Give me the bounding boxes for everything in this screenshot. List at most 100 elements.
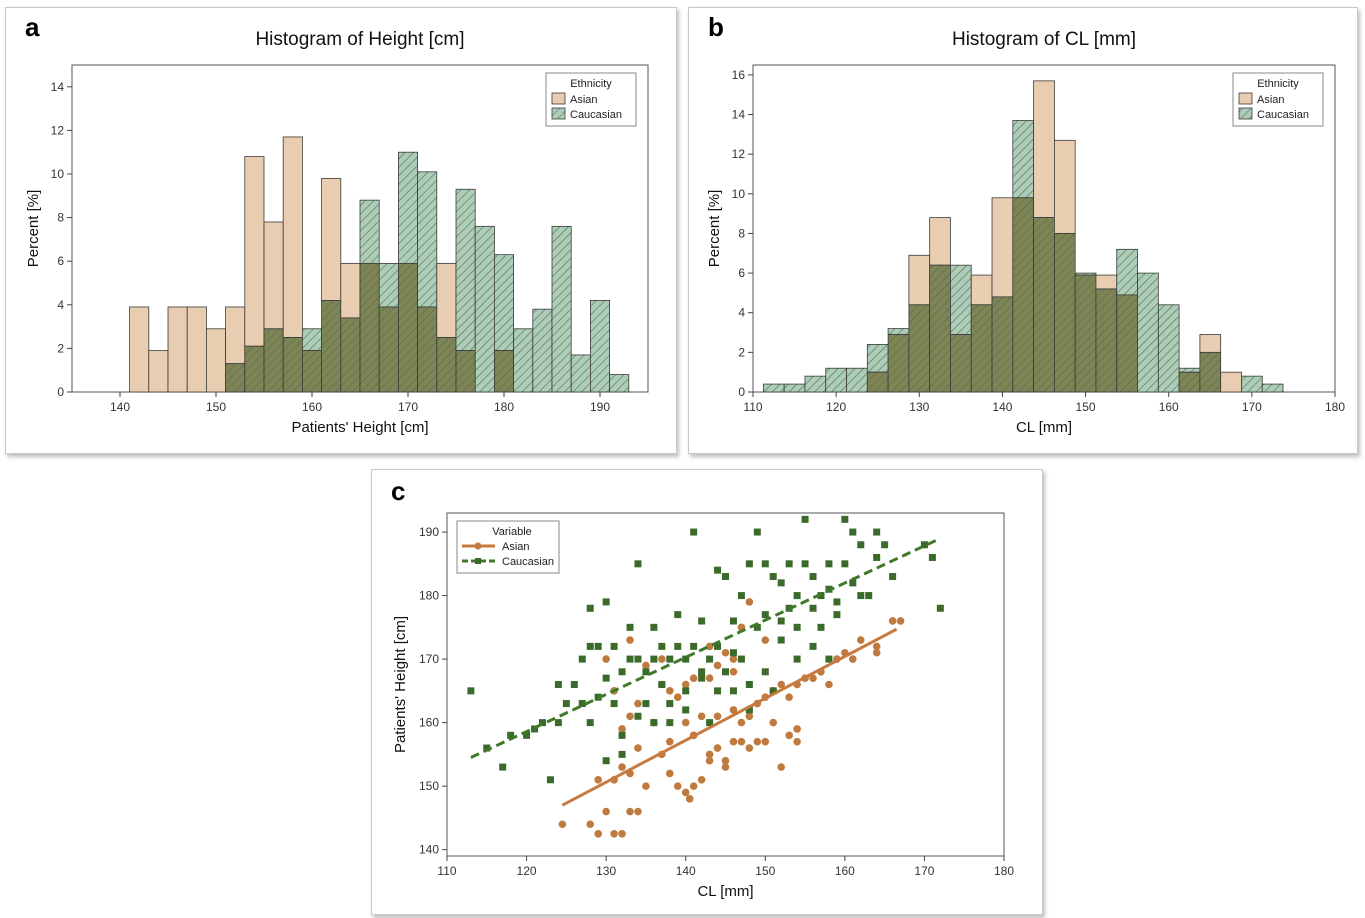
legend-title: Variable xyxy=(492,526,532,538)
point-caucasian xyxy=(801,515,809,523)
x-tick-label: 180 xyxy=(494,400,514,414)
point-caucasian xyxy=(745,706,753,714)
point-caucasian xyxy=(928,553,936,561)
bar-overlap xyxy=(282,337,303,393)
point-asian xyxy=(594,829,602,838)
point-asian xyxy=(753,737,762,746)
chart-title: Histogram of CL [mm] xyxy=(952,29,1136,50)
point-asian xyxy=(785,693,793,702)
x-tick-label: 120 xyxy=(517,864,537,878)
point-caucasian xyxy=(674,611,682,619)
panel-letter-a: a xyxy=(25,12,40,42)
legend-swatch-asian xyxy=(1238,92,1253,105)
point-asian xyxy=(713,661,722,670)
x-tick-label: 150 xyxy=(1076,400,1096,414)
bar-asian xyxy=(1220,371,1242,393)
bar-overlap xyxy=(493,350,514,393)
bar-caucasian xyxy=(455,188,476,351)
point-asian xyxy=(681,718,690,727)
point-caucasian xyxy=(642,700,650,708)
point-caucasian xyxy=(538,719,546,727)
bar-asian xyxy=(1053,139,1076,234)
point-caucasian xyxy=(666,719,674,727)
point-caucasian xyxy=(745,681,753,688)
x-tick-label: 160 xyxy=(835,864,855,878)
point-caucasian xyxy=(793,623,801,631)
legend-title: Ethnicity xyxy=(570,78,612,90)
point-caucasian xyxy=(499,763,507,771)
point-caucasian xyxy=(849,528,857,536)
point-caucasian xyxy=(729,649,737,657)
y-tick-label: 16 xyxy=(732,68,746,82)
point-caucasian xyxy=(753,623,761,631)
bar-caucasian xyxy=(783,383,806,393)
y-tick-label: 2 xyxy=(738,345,745,359)
point-asian xyxy=(602,807,610,816)
x-tick-label: 150 xyxy=(755,864,775,878)
bar-caucasian xyxy=(513,328,534,393)
bar-asian xyxy=(1095,274,1118,290)
y-tick-label: 150 xyxy=(419,779,439,793)
point-caucasian xyxy=(690,642,698,650)
bar-caucasian xyxy=(1157,304,1180,393)
x-tick-label: 110 xyxy=(743,400,762,414)
fit-line-caucasian xyxy=(470,537,941,759)
point-caucasian xyxy=(682,706,690,714)
bar-caucasian xyxy=(1261,383,1284,393)
bar-caucasian xyxy=(532,308,553,393)
point-caucasian xyxy=(531,725,539,733)
point-caucasian xyxy=(650,719,658,727)
point-caucasian xyxy=(618,750,626,758)
x-tick-label: 110 xyxy=(437,864,456,878)
legend-swatch-caucasian xyxy=(1238,107,1253,120)
point-asian xyxy=(777,680,785,689)
point-caucasian xyxy=(626,623,634,631)
point-caucasian xyxy=(841,515,849,523)
point-caucasian xyxy=(833,598,841,606)
point-asian xyxy=(737,718,746,727)
point-asian xyxy=(705,750,714,759)
bar-overlap xyxy=(950,334,972,393)
x-tick-label: 170 xyxy=(1242,400,1262,414)
bar-caucasian xyxy=(1178,367,1201,373)
point-caucasian xyxy=(825,655,833,663)
point-caucasian xyxy=(722,668,729,676)
point-asian xyxy=(825,680,833,689)
point-caucasian xyxy=(602,674,610,682)
point-asian xyxy=(666,687,674,695)
bar-caucasian xyxy=(1137,272,1159,393)
point-caucasian xyxy=(698,668,706,676)
point-asian xyxy=(558,820,567,829)
point-caucasian xyxy=(690,528,698,536)
point-caucasian xyxy=(809,604,817,612)
legend-label-caucasian: Caucasian xyxy=(502,556,554,568)
point-caucasian xyxy=(936,604,944,612)
bar-caucasian xyxy=(590,300,611,393)
point-caucasian xyxy=(857,541,865,549)
point-asian xyxy=(658,655,666,663)
point-asian xyxy=(896,617,905,625)
x-tick-label: 180 xyxy=(1325,400,1345,414)
bar-caucasian xyxy=(417,171,438,308)
bar-overlap xyxy=(1178,371,1201,393)
point-caucasian xyxy=(777,636,785,644)
point-asian xyxy=(697,712,706,721)
point-asian xyxy=(634,807,642,816)
bar-overlap xyxy=(991,296,1014,393)
point-asian xyxy=(681,788,690,797)
point-caucasian xyxy=(634,712,642,720)
bar-overlap xyxy=(908,304,931,393)
point-caucasian xyxy=(793,655,801,663)
legend-label-asian: Asian xyxy=(570,94,598,106)
point-asian xyxy=(872,648,881,657)
legend-title: Ethnicity xyxy=(1257,78,1299,90)
bar-asian xyxy=(436,262,457,338)
bar-asian xyxy=(991,197,1014,298)
y-tick-label: 14 xyxy=(51,80,65,94)
point-caucasian xyxy=(666,655,674,663)
point-caucasian xyxy=(610,642,618,650)
point-caucasian xyxy=(809,642,817,650)
point-caucasian xyxy=(483,744,491,752)
y-tick-label: 6 xyxy=(738,266,745,280)
x-tick-label: 170 xyxy=(914,864,934,878)
